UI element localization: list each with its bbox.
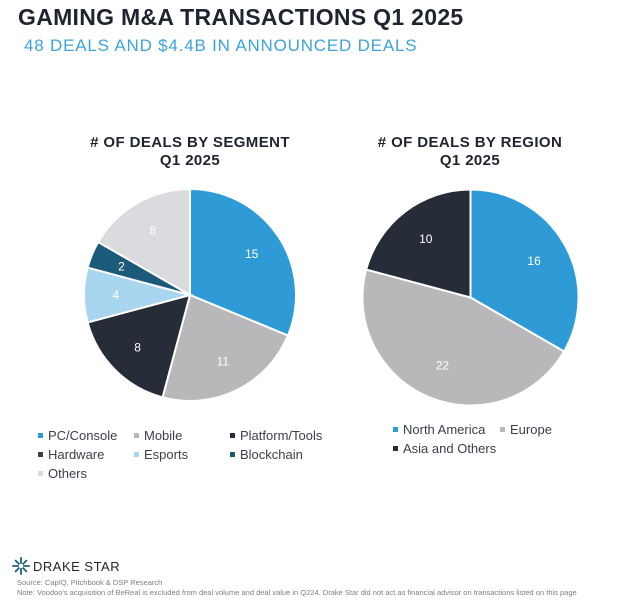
region-chart-title: # OF DEALS BY REGION Q1 2025	[350, 134, 590, 170]
region-slice-north-america	[469, 188, 580, 353]
segment-legend-others: Others	[38, 466, 87, 481]
segment-slice-pc-console	[189, 187, 297, 337]
segment-legend: PC/Console Mobile Platform/Tools Hardware Es…	[38, 428, 338, 488]
segment-chart-title-line1: # OF DEALS BY SEGMENT	[90, 134, 290, 151]
segment-legend-swatch	[38, 452, 43, 458]
region-legend-label: Europe	[510, 422, 552, 437]
segment-legend-swatch	[134, 452, 139, 458]
region-label-europe: 22	[436, 358, 450, 372]
segment-label-pc-console: 15	[245, 247, 259, 261]
region-legend-swatch	[393, 446, 398, 452]
segment-legend-swatch	[38, 471, 43, 477]
segment-legend-blockchain: Blockchain	[230, 447, 303, 462]
drake-star-logo-icon	[12, 557, 30, 575]
page-title: GAMING M&A TRANSACTIONS Q1 2025	[18, 4, 464, 30]
segment-label-platform-tools: 8	[134, 340, 141, 354]
segment-legend-swatch	[38, 433, 43, 439]
region-legend: North America Europe Asia and Others	[393, 422, 613, 462]
segment-label-blockchain: 2	[118, 260, 125, 274]
region-legend-label: North America	[403, 422, 486, 437]
segment-legend-label: Mobile	[144, 428, 183, 443]
segment-legend-hardware: Hardware	[38, 447, 104, 462]
segment-legend-label: Hardware	[48, 447, 105, 462]
footnote: Note: Voodoo's acquisition of BeReal is …	[17, 588, 577, 597]
region-slice-europe	[361, 268, 566, 407]
segment-label-others: 8	[150, 224, 157, 238]
region-legend-asia-and-others: Asia and Others	[393, 441, 496, 456]
segment-legend-mobile: Mobile	[134, 428, 182, 443]
region-legend-label: Asia and Others	[403, 441, 497, 456]
region-label-north-america: 16	[527, 254, 541, 268]
segment-pie-chart: 15 11 8 4 2 8	[83, 187, 297, 402]
region-legend-swatch	[393, 427, 398, 433]
segment-label-mobile: 11	[217, 355, 230, 369]
region-chart-title-line1: # OF DEALS BY REGION	[377, 134, 563, 151]
region-slice-asia-and-others	[364, 188, 472, 299]
segment-chart-title-line2: Q1 2025	[159, 152, 221, 169]
segment-legend-swatch	[230, 433, 235, 439]
region-legend-swatch	[500, 427, 505, 433]
segment-slice-platform-tools	[86, 293, 192, 399]
region-legend-europe: Europe	[500, 422, 552, 437]
segment-label-esports: 4	[112, 288, 119, 302]
segment-legend-label: PC/Console	[48, 428, 118, 443]
segment-legend-platform-tools: Platform/Tools	[230, 428, 322, 443]
segment-slice-others	[96, 187, 191, 297]
region-pie-chart: 16 22 10	[361, 188, 580, 407]
segment-chart-title: # OF DEALS BY SEGMENT Q1 2025	[70, 134, 310, 170]
segment-legend-swatch	[230, 452, 235, 458]
segment-legend-label: Platform/Tools	[240, 428, 323, 443]
segment-legend-esports: Esports	[134, 447, 188, 462]
brand: DRAKE STAR	[12, 557, 120, 575]
region-chart-title-line2: Q1 2025	[439, 152, 501, 169]
region-label-asia-and-others: 10	[419, 232, 433, 246]
segment-slice-mobile	[161, 293, 290, 402]
source-note: Source: CapIQ, Pitchbook & DSP Research	[17, 578, 163, 587]
page-subtitle: 48 DEALS AND $4.4B IN ANNOUNCED DEALS	[24, 36, 418, 55]
segment-legend-swatch	[134, 433, 139, 439]
segment-legend-label: Esports	[144, 447, 189, 462]
region-legend-north-america: North America	[393, 422, 485, 437]
segment-legend-label: Blockchain	[240, 447, 303, 462]
brand-name: DRAKE STAR	[33, 558, 121, 574]
segment-legend-pc-console: PC/Console	[38, 428, 117, 443]
segment-legend-label: Others	[48, 466, 88, 481]
